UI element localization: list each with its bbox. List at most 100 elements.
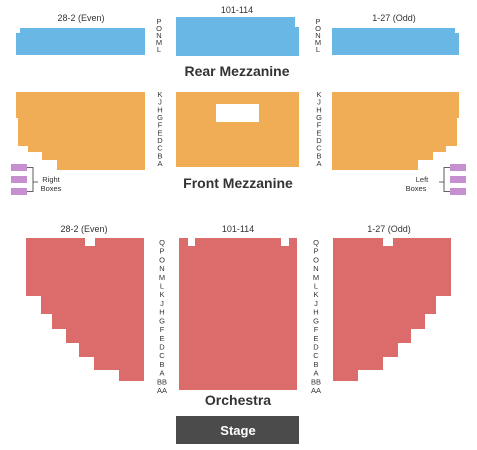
- front-mezz-row-label-left-b: B: [157, 151, 162, 160]
- rear-mezz-row-label-right-o: O: [315, 24, 321, 33]
- orchestra-right-section-label: 1-27 (Odd): [367, 224, 411, 234]
- right-boxes: Right Boxes: [11, 164, 62, 195]
- orchestra-row-label-left-n: N: [159, 264, 164, 273]
- right-box-2[interactable]: [11, 176, 27, 183]
- orchestra-row-label-left-aa: AA: [157, 386, 167, 395]
- orchestra-left-section[interactable]: [26, 238, 144, 381]
- stage-block: [176, 416, 299, 444]
- right-boxes-label-line1: Right: [42, 175, 60, 184]
- front-mezz-row-label-right-k: K: [316, 90, 321, 99]
- left-box-1[interactable]: [450, 164, 466, 171]
- front-mezz-row-label-left-g: G: [157, 113, 163, 122]
- front-mezz-row-label-left-c: C: [157, 144, 163, 153]
- orchestra-row-label-right-e: E: [313, 334, 318, 343]
- orchestra-row-label-left-k: K: [159, 290, 164, 299]
- rear-mezz-left-section-label: 28-2 (Even): [57, 13, 104, 23]
- front-mezz-row-label-right-f: F: [317, 121, 322, 130]
- front-mezz-row-label-right-g: G: [316, 113, 322, 122]
- orchestra-row-label-right-bb: BB: [311, 377, 321, 386]
- orchestra-row-label-right-h: H: [313, 308, 318, 317]
- rear-mezz-row-label-right-p: P: [315, 17, 320, 26]
- rear-mezz-row-label-left-n: N: [156, 31, 161, 40]
- orchestra-center-section[interactable]: [179, 238, 297, 390]
- right-boxes-bracket: [27, 167, 38, 192]
- orchestra-row-label-left-c: C: [159, 351, 165, 360]
- orchestra-right-section[interactable]: [333, 238, 451, 381]
- left-boxes-bracket: [439, 167, 450, 192]
- front-mezz-row-label-left-f: F: [158, 121, 163, 130]
- orchestra-row-label-right-m: M: [313, 273, 319, 282]
- rear-mezz-row-label-right-n: N: [315, 31, 320, 40]
- orchestra-row-label-left-f: F: [160, 325, 165, 334]
- orchestra-row-label-left-a: A: [159, 369, 164, 378]
- front-mezz-row-label-right-j: J: [317, 98, 321, 107]
- orchestra-row-label-left-l: L: [160, 282, 164, 291]
- orchestra-row-label-right-c: C: [313, 351, 319, 360]
- orchestra-left-section-label: 28-2 (Even): [60, 224, 107, 234]
- front-mezz-left-section[interactable]: [16, 92, 145, 170]
- stage: Stage: [176, 416, 299, 444]
- orchestra-row-label-left-e: E: [159, 334, 164, 343]
- front-mezz-row-label-right-b: B: [316, 151, 321, 160]
- orchestra-row-label-left-g: G: [159, 316, 165, 325]
- front-mezz-row-label-right-c: C: [316, 144, 322, 153]
- orchestra-row-label-left-d: D: [159, 343, 165, 352]
- orchestra-row-label-left-bb: BB: [157, 377, 167, 386]
- rear-mezz-row-label-left-m: M: [156, 38, 162, 47]
- orchestra-row-label-left-b: B: [159, 360, 164, 369]
- rear-mezz-center-section[interactable]: [176, 17, 299, 56]
- left-box-3[interactable]: [450, 188, 466, 195]
- front-mezz-center-section[interactable]: [176, 92, 299, 167]
- right-box-3[interactable]: [11, 188, 27, 195]
- orchestra-row-label-left-p: P: [159, 247, 164, 256]
- rear-mezz-left-section[interactable]: [16, 28, 145, 55]
- rear-mezz-row-label-left-p: P: [156, 17, 161, 26]
- orchestra: 28-2 (Even) 101-114 1-27 (Odd) QPONMLKJH…: [26, 224, 451, 408]
- front-mezz-row-label-left-h: H: [157, 105, 162, 114]
- rear-mezz-right-section-label: 1-27 (Odd): [372, 13, 416, 23]
- orchestra-center-section-label: 101-114: [222, 224, 254, 234]
- front-mezz-row-label-left-k: K: [157, 90, 162, 99]
- orchestra-row-label-right-o: O: [313, 255, 319, 264]
- orchestra-row-label-right-f: F: [314, 325, 319, 334]
- front-mezz-row-label-right-h: H: [316, 105, 321, 114]
- front-mezz-row-label-right-e: E: [316, 128, 321, 137]
- orchestra-row-label-right-g: G: [313, 316, 319, 325]
- rear-mezz-row-label-left-l: L: [157, 45, 161, 54]
- front-mezz-row-label-left-a: A: [157, 159, 162, 168]
- orchestra-row-label-right-l: L: [314, 282, 318, 291]
- orchestra-row-label-right-p: P: [313, 247, 318, 256]
- rear-mezz-center-section-label: 101-114: [221, 5, 253, 15]
- front-mezzanine-title: Front Mezzanine: [183, 175, 293, 191]
- orchestra-row-label-left-m: M: [159, 273, 165, 282]
- orchestra-title: Orchestra: [205, 392, 271, 408]
- rear-mezz-row-label-right-l: L: [316, 45, 320, 54]
- orchestra-row-label-right-q: Q: [313, 238, 319, 247]
- orchestra-row-label-right-n: N: [313, 264, 318, 273]
- front-mezz-right-section[interactable]: [332, 92, 459, 170]
- orchestra-row-label-left-h: H: [159, 308, 164, 317]
- left-boxes: Left Boxes: [406, 164, 466, 195]
- orchestra-row-label-right-j: J: [314, 299, 318, 308]
- rear-mezz-right-section[interactable]: [332, 28, 459, 55]
- front-mezz-row-label-left-d: D: [157, 136, 163, 145]
- orchestra-row-label-right-a: A: [313, 369, 318, 378]
- left-box-2[interactable]: [450, 176, 466, 183]
- orchestra-row-label-left-o: O: [159, 255, 165, 264]
- left-boxes-label-line2: Boxes: [406, 184, 427, 193]
- orchestra-row-label-left-j: J: [160, 299, 164, 308]
- front-mezz-row-label-right-d: D: [316, 136, 322, 145]
- stage-label: Stage: [220, 423, 255, 438]
- right-box-1[interactable]: [11, 164, 27, 171]
- rear-mezz-row-label-right-m: M: [315, 38, 321, 47]
- orchestra-row-label-right-k: K: [313, 290, 318, 299]
- orchestra-row-label-left-q: Q: [159, 238, 165, 247]
